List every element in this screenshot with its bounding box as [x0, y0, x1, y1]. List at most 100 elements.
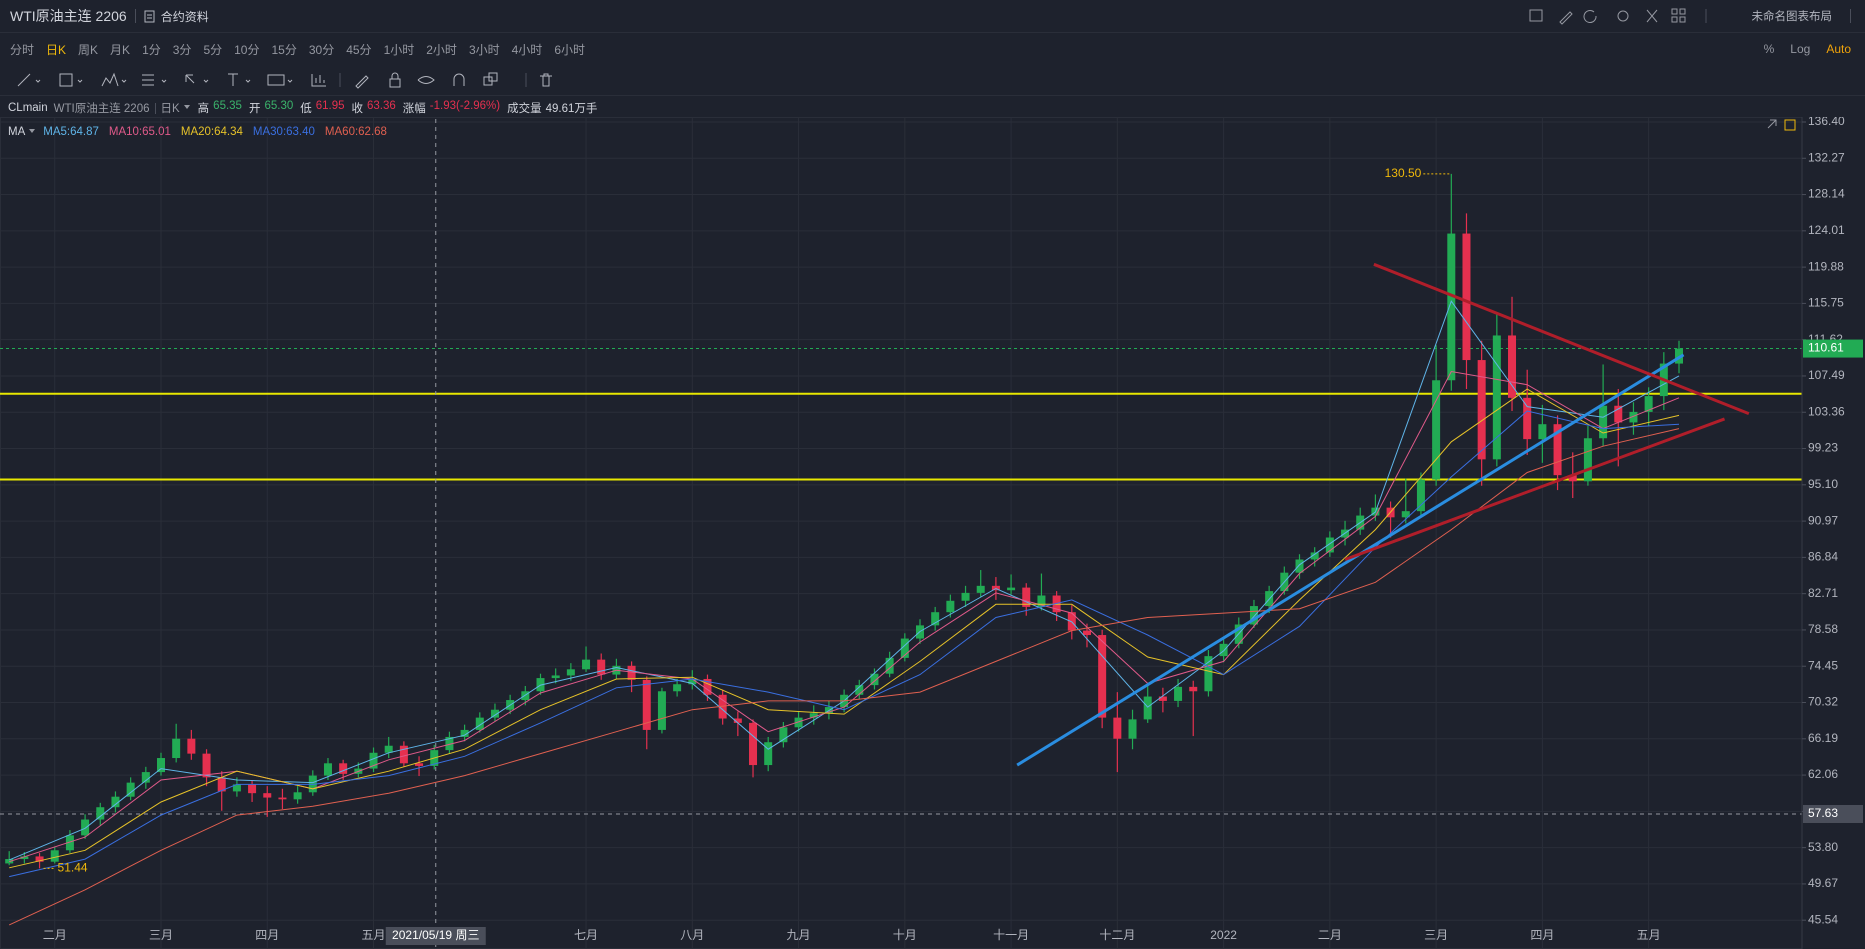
icon[interactable]: [1646, 9, 1657, 23]
scale-mode[interactable]: Log: [1790, 42, 1811, 56]
contract-info[interactable]: 合约资料: [160, 9, 209, 24]
ma-label[interactable]: MA: [8, 126, 26, 138]
caret: [287, 79, 293, 83]
timeframe[interactable]: 6小时: [554, 42, 585, 57]
candle-body: [50, 850, 59, 862]
candle-body: [582, 659, 591, 670]
tool[interactable]: [228, 73, 238, 86]
timeframe[interactable]: 3分: [172, 42, 192, 57]
y-tick-label: 128.14: [1808, 187, 1845, 201]
icon[interactable]: [1671, 16, 1677, 23]
timeframe[interactable]: 日K: [46, 42, 67, 57]
candle-body: [688, 678, 697, 685]
candle-body: [263, 793, 272, 798]
candle-body: [642, 679, 651, 730]
scale-mode[interactable]: Auto: [1826, 42, 1851, 56]
tool[interactable]: [488, 72, 498, 81]
candle-body: [157, 758, 165, 773]
caret: [29, 129, 36, 133]
y-tick-label: 115.75: [1808, 296, 1844, 310]
separator: [1850, 9, 1851, 23]
tool[interactable]: [453, 73, 465, 86]
candle-body: [794, 717, 803, 728]
tool[interactable]: [267, 74, 285, 85]
icon[interactable]: [1617, 10, 1628, 22]
timeframe[interactable]: 周K: [78, 42, 99, 57]
timeframe[interactable]: 30分: [308, 42, 335, 57]
peak-label: 130.50: [1385, 166, 1422, 180]
timeframe[interactable]: 45分: [346, 42, 372, 57]
candle-body: [809, 713, 818, 718]
icon[interactable]: [1679, 8, 1685, 15]
candle-body: [1614, 405, 1623, 423]
timeframe[interactable]: 10分: [234, 42, 260, 57]
y-tick-label: 86.84: [1808, 550, 1838, 564]
info-value: 63.36: [367, 100, 396, 112]
tool[interactable]: [142, 74, 154, 85]
ma-items: MA5:64.87 MA10:65.01 MA20:64.34 MA30:63.40 M…: [43, 126, 397, 138]
legend-entry: MA5:64.87: [43, 126, 99, 138]
candle-body: [384, 745, 393, 753]
candle-body: [551, 675, 560, 679]
candle-body: [475, 717, 484, 730]
legend-entry: MA60:62.68: [324, 126, 387, 138]
candle-body: [1204, 656, 1213, 692]
info-period[interactable]: 日K: [160, 103, 180, 115]
candle-body: [126, 782, 135, 797]
x-tick-label: 九月: [787, 928, 811, 942]
tool[interactable]: [540, 73, 552, 86]
scale-mode[interactable]: %: [1763, 42, 1775, 56]
ma-line: [9, 410, 1680, 878]
candle-body: [597, 659, 606, 675]
timeframe[interactable]: 4小时: [511, 42, 543, 57]
layout-name[interactable]: 未命名图表布局: [1751, 11, 1833, 23]
timeframe[interactable]: 15分: [271, 42, 297, 57]
timeframe[interactable]: 分时: [10, 42, 35, 57]
candle-body: [1538, 424, 1547, 440]
icon[interactable]: [1784, 119, 1796, 131]
timeframe[interactable]: 月K: [110, 42, 131, 57]
y-tick-label: 107.49: [1808, 368, 1845, 382]
scale-modes: % Log Auto: [1760, 42, 1863, 56]
y-tick-label: 45.54: [1808, 912, 1838, 926]
candle-body: [1553, 424, 1562, 476]
icon[interactable]: [1529, 9, 1542, 22]
tool[interactable]: [389, 78, 401, 87]
info-label: 成交量: [507, 103, 542, 115]
info-label: 高: [197, 103, 210, 115]
candle-body: [673, 684, 682, 692]
timeframe[interactable]: 1小时: [383, 42, 415, 57]
tool[interactable]: [17, 73, 31, 86]
tool[interactable]: [311, 73, 326, 86]
candle-body: [1629, 411, 1638, 423]
chart-frame: [0, 117, 1865, 949]
timeframe[interactable]: 5分: [203, 42, 223, 57]
ma-line: [9, 388, 1680, 869]
icon[interactable]: [1583, 10, 1597, 23]
icon[interactable]: [1671, 8, 1677, 15]
candle-body: [749, 722, 758, 766]
tool-icons: [17, 72, 552, 89]
symbol-title[interactable]: WTI原油主连 2206: [10, 8, 127, 24]
icon[interactable]: [1558, 11, 1573, 25]
tool[interactable]: [417, 75, 435, 84]
candle-body: [961, 592, 970, 601]
candle-body: [460, 729, 469, 737]
legend-entry: MA20:64.34: [180, 126, 243, 138]
timeframe[interactable]: 3小时: [468, 42, 500, 57]
timeframe[interactable]: 1分: [142, 42, 161, 57]
candle-body: [1523, 397, 1532, 440]
x-tick-label: 七月: [574, 928, 598, 942]
icon[interactable]: [1679, 16, 1685, 23]
info-label: 低: [300, 103, 312, 115]
candle-body: [20, 856, 29, 860]
candle-body: [703, 678, 712, 695]
candle-body: [1644, 396, 1653, 412]
tool[interactable]: [355, 74, 369, 89]
y-tick-label: 99.23: [1808, 441, 1838, 455]
candle-body: [1098, 635, 1107, 718]
tool[interactable]: [101, 72, 119, 86]
tool[interactable]: [185, 74, 195, 83]
timeframe[interactable]: 2小时: [426, 42, 457, 57]
tool[interactable]: [59, 73, 73, 86]
